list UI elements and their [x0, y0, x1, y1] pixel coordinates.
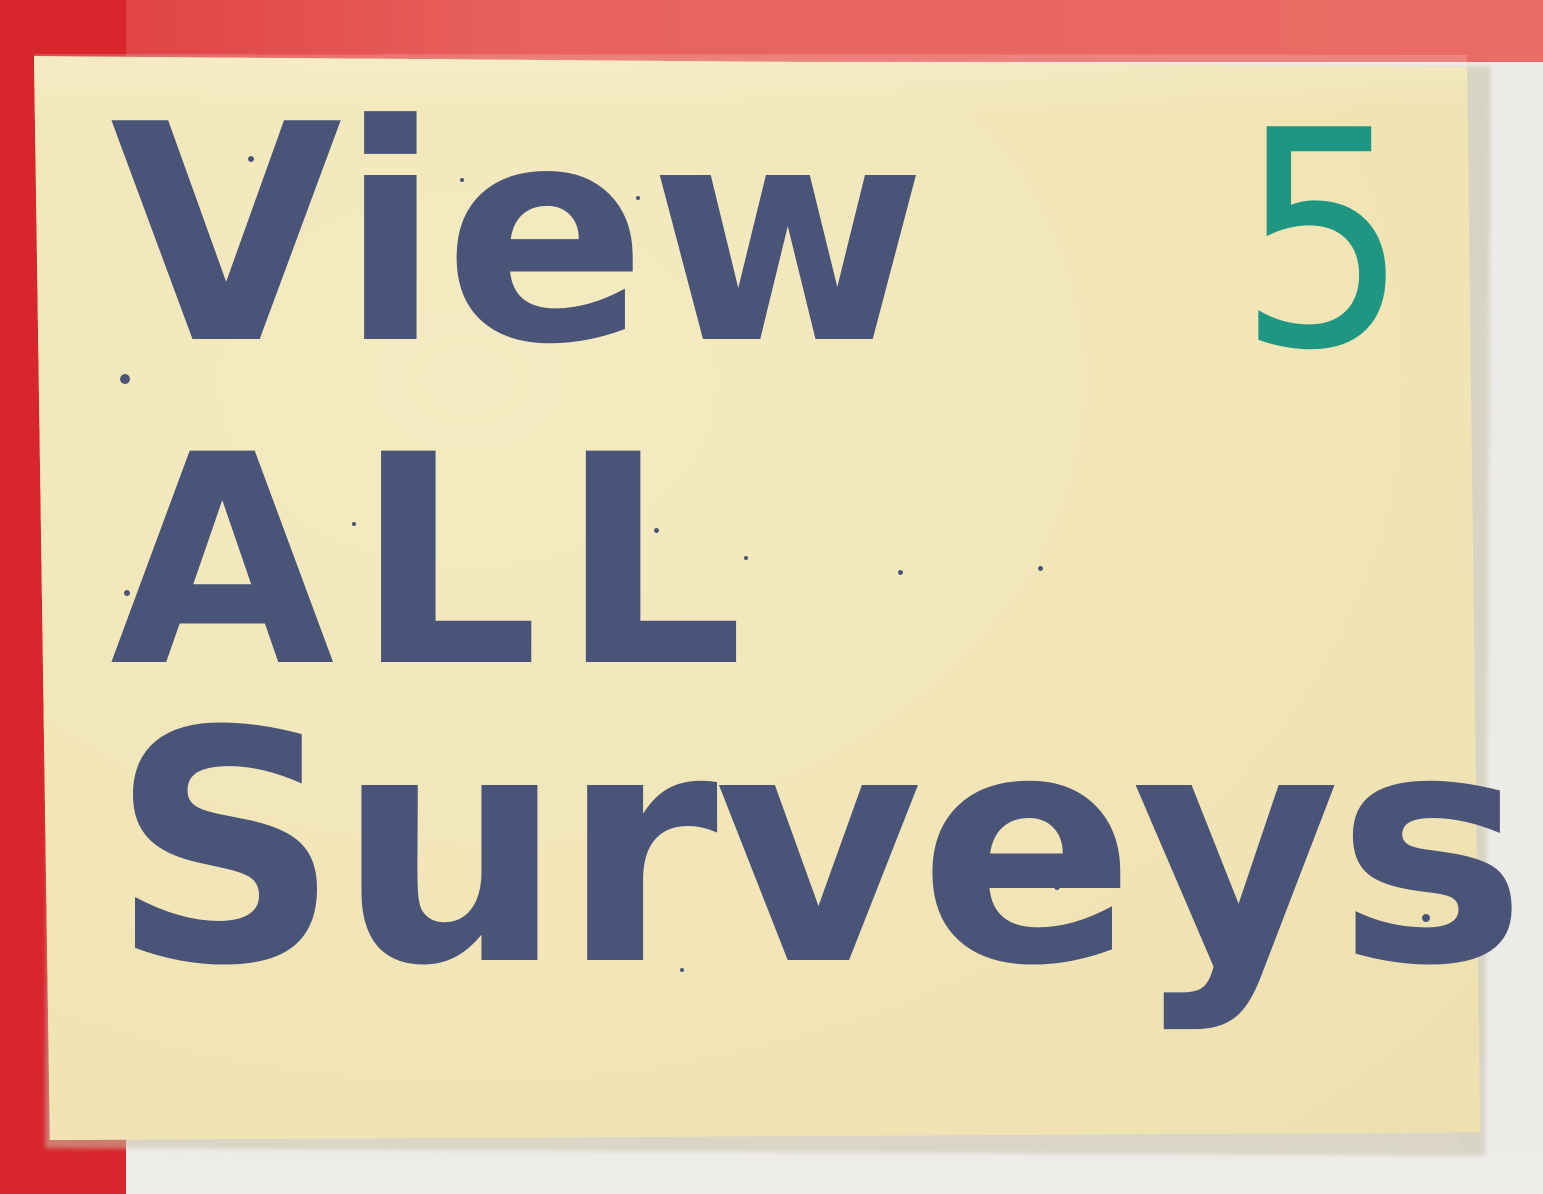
ink-speck: [1038, 566, 1043, 571]
ink-speck: [744, 556, 748, 560]
note-line-view: View: [110, 61, 929, 410]
sticky-note-glare: [34, 54, 1467, 114]
ink-speck: [248, 156, 254, 162]
ink-speck: [654, 528, 659, 533]
ink-speck: [680, 968, 684, 972]
ink-speck: [124, 590, 130, 596]
ink-speck: [636, 196, 640, 200]
note-line-surveys: Surveys: [110, 664, 1527, 1036]
ink-speck: [120, 374, 130, 384]
ink-speck: [460, 178, 464, 182]
ink-speck: [898, 570, 903, 575]
ink-speck: [352, 522, 356, 526]
note-number: 5: [1237, 67, 1410, 416]
ink-speck: [1422, 914, 1430, 922]
sticky-note: [34, 56, 1480, 1140]
wall-bottom: [126, 1150, 1543, 1194]
note-line-all: ALL: [110, 394, 765, 731]
red-paper-top: [0, 0, 1543, 62]
ink-speck: [1054, 884, 1060, 890]
